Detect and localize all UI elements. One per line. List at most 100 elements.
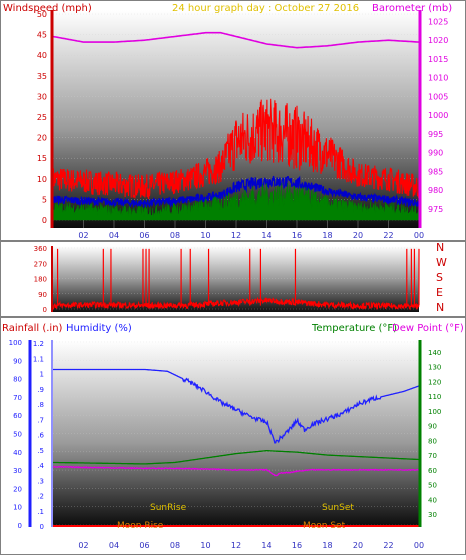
temperature-tick-label: 120 (428, 378, 441, 386)
dew-point-line (52, 465, 420, 477)
rainfall-tick-label: 1 (40, 371, 44, 379)
x-tick-label: 02 (78, 541, 88, 550)
temperature-tick-label: 50 (428, 482, 437, 490)
temperature-tick-label: 90 (428, 423, 437, 431)
barometer-tick-label: 985 (428, 167, 443, 176)
windspeed-tick-label: 25 (37, 113, 47, 122)
compass-label: W (436, 256, 447, 269)
rainfall-tick-label: .8 (37, 401, 44, 409)
windspeed-tick-label: 20 (37, 134, 47, 143)
temperature-tick-label: 30 (428, 511, 437, 519)
rainfall-tick-label: .7 (37, 416, 44, 424)
temperature-tick-label: 130 (428, 364, 441, 372)
humidity-tick-label: 70 (13, 394, 22, 402)
compass-label: N (436, 301, 444, 314)
barometer-tick-label: 1020 (428, 36, 448, 45)
temperature-tick-label: 100 (428, 408, 441, 416)
windspeed-tick-label: 5 (42, 195, 47, 204)
humidity-tick-label: 100 (9, 339, 22, 347)
barometer-tick-label: 975 (428, 205, 443, 214)
plot-3-background (53, 341, 419, 527)
rainfall-tick-label: .1 (37, 508, 44, 516)
x-tick-label: 20 (353, 231, 363, 240)
x-tick-label: 06 (139, 231, 149, 240)
temperature-tick-label: 40 (428, 496, 437, 504)
x-tick-label: 04 (109, 541, 119, 550)
barometer-axis-label: Barometer (mb) (372, 3, 452, 14)
rainfall-axis-label: Rainfall (.in) (2, 323, 63, 334)
windspeed-tick-label: 10 (37, 175, 47, 184)
direction-tick-label: 270 (34, 260, 47, 268)
x-tick-label: 14 (261, 231, 271, 240)
moonset-annotation: Moon Set (303, 521, 346, 531)
sunset-annotation: SunSet (322, 503, 354, 513)
x-tick-label: 08 (170, 541, 180, 550)
barometer-tick-label: 1005 (428, 92, 448, 101)
direction-tick-label: 360 (34, 245, 47, 253)
x-tick-label: 14 (261, 541, 271, 550)
x-tick-label: 10 (200, 231, 210, 240)
barometer-line (52, 31, 420, 49)
windspeed-tick-label: 35 (37, 72, 47, 81)
rainfall-tick-label: .9 (37, 386, 44, 394)
x-tick-label: 22 (383, 231, 393, 240)
compass-label: S (436, 271, 443, 284)
moonrise-annotation: Moon Rise (117, 521, 164, 531)
humidity-line (53, 368, 420, 444)
windspeed-tick-label: 30 (37, 92, 47, 101)
rainfall-tick-label: 0 (40, 523, 44, 531)
humidity-tick-label: 30 (13, 467, 22, 475)
humidity-axis-label: Humidity (%) (66, 323, 132, 334)
x-tick-label: 16 (292, 231, 302, 240)
wind-direction-line (52, 296, 420, 311)
compass-label: N (436, 241, 444, 254)
x-tick-label: 18 (322, 541, 332, 550)
direction-tick-label: 180 (34, 276, 47, 284)
rainfall-tick-label: 1.2 (33, 340, 44, 348)
barometer-tick-label: 995 (428, 130, 443, 139)
rainfall-tick-label: .3 (37, 477, 44, 485)
humidity-tick-label: 0 (18, 522, 22, 530)
wind-average-line (52, 175, 420, 209)
windspeed-tick-label: 15 (37, 154, 47, 163)
rainfall-tick-label: .6 (37, 432, 44, 440)
x-tick-label: 04 (109, 231, 119, 240)
x-tick-label: 18 (322, 231, 332, 240)
x-tick-label: 10 (200, 541, 210, 550)
humidity-tick-label: 20 (13, 485, 22, 493)
rainfall-tick-label: .5 (37, 447, 44, 455)
x-tick-label: 16 (292, 541, 302, 550)
rainfall-tick-label: .2 (37, 493, 44, 501)
x-tick-label: 08 (170, 231, 180, 240)
windspeed-area (52, 182, 420, 221)
humidity-tick-label: 10 (13, 504, 22, 512)
direction-tick-label: 0 (43, 306, 47, 314)
x-tick-label: 20 (353, 541, 363, 550)
barometer-tick-label: 1000 (428, 111, 448, 120)
barometer-tick-label: 1015 (428, 55, 448, 64)
rainfall-tick-label: 1.1 (33, 355, 44, 363)
barometer-tick-label: 1025 (428, 17, 448, 26)
windspeed-tick-label: 40 (37, 51, 47, 60)
dewpoint-axis-label: Dew Point (°F) (392, 323, 464, 334)
barometer-tick-label: 1010 (428, 74, 448, 83)
humidity-tick-label: 50 (13, 431, 22, 439)
x-tick-label: 02 (78, 231, 88, 240)
x-tick-label: 00 (414, 541, 424, 550)
humidity-tick-label: 90 (13, 357, 22, 365)
barometer-tick-label: 980 (428, 186, 443, 195)
windspeed-tick-label: 0 (42, 216, 47, 225)
x-tick-label: 12 (231, 231, 241, 240)
windspeed-tick-label: 45 (37, 31, 47, 40)
x-tick-label: 00 (414, 231, 424, 240)
compass-label: E (436, 286, 443, 299)
temperature-tick-label: 70 (428, 452, 437, 460)
x-tick-label: 12 (231, 541, 241, 550)
temperature-axis-label: Temperature (°F) (311, 323, 397, 334)
rainfall-tick-label: .4 (37, 462, 44, 470)
x-tick-label: 22 (383, 541, 393, 550)
wind-gust-line (52, 98, 420, 200)
temperature-tick-label: 60 (428, 467, 437, 475)
humidity-tick-label: 40 (13, 449, 22, 457)
